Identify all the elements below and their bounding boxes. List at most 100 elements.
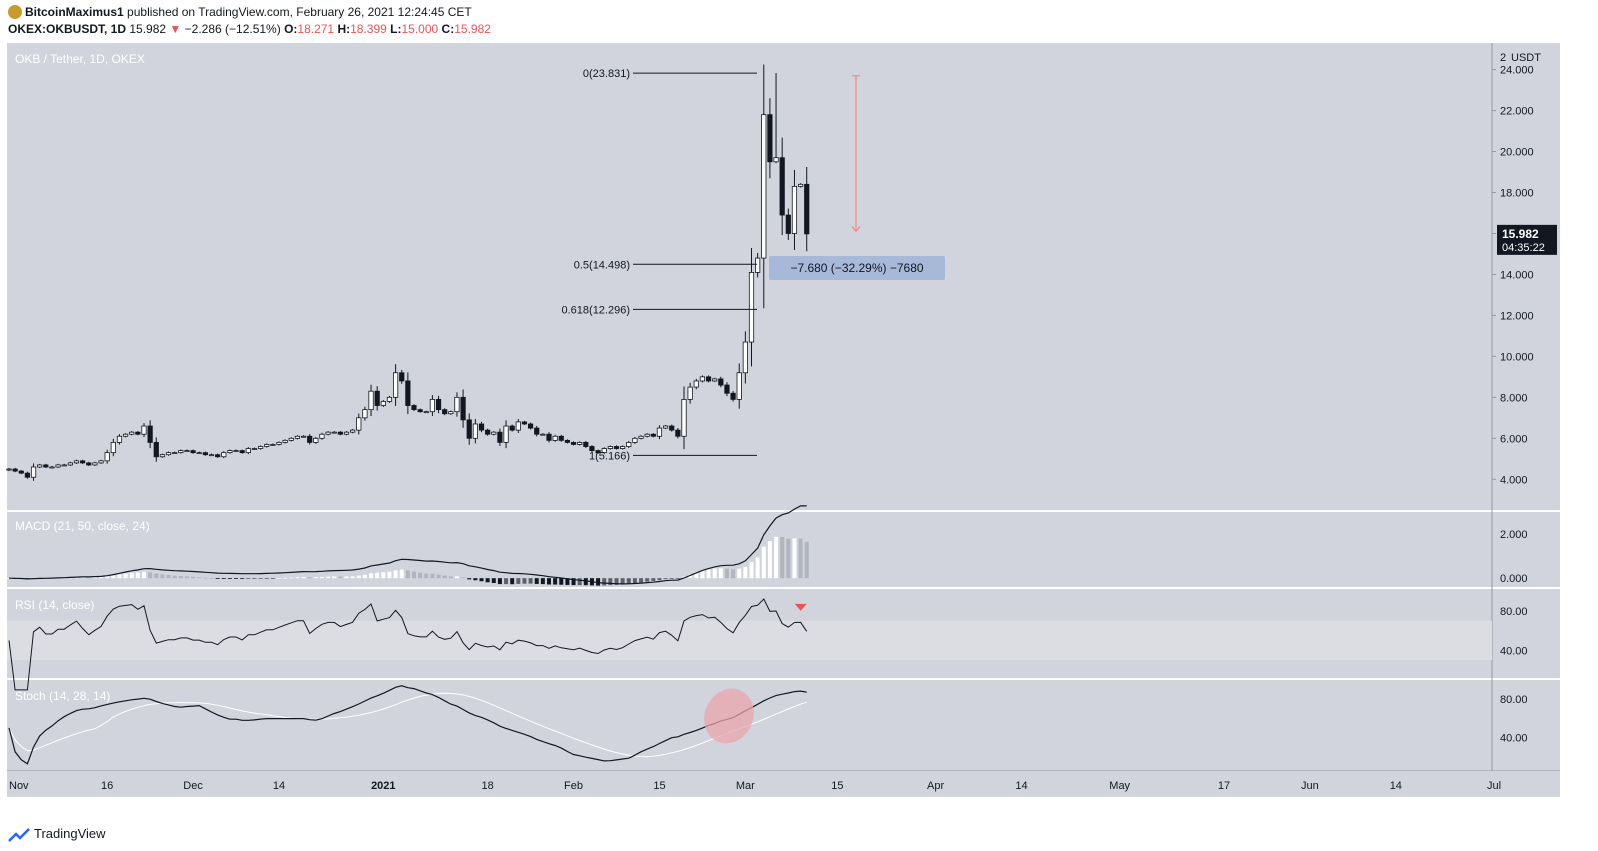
candle-body <box>448 411 454 415</box>
candle-body <box>558 435 564 441</box>
macd-histogram-bar <box>553 578 558 585</box>
symbol-bar: OKEX:OKBUSDT, 1D 15.982 ▼ −2.286 (−12.51… <box>8 22 491 36</box>
macd-histogram-bar <box>454 576 459 579</box>
macd-histogram-bar <box>197 577 202 579</box>
candle-body <box>190 450 196 454</box>
macd-histogram-bar <box>528 578 533 584</box>
candle-body <box>485 429 491 435</box>
candle-body <box>24 472 31 478</box>
candle-body <box>37 464 43 468</box>
low-value: 15.000 <box>401 22 439 36</box>
time-tick-label: 16 <box>101 780 113 792</box>
candle-body <box>515 421 521 431</box>
macd-histogram-bar <box>737 568 742 579</box>
candle-body <box>509 425 515 431</box>
macd-histogram-bar <box>583 578 588 586</box>
time-tick-label: 14 <box>273 780 285 792</box>
tradingview-brand: TradingView <box>34 826 106 841</box>
macd-histogram-bar <box>111 575 116 579</box>
last-price: 15.982 <box>129 22 167 36</box>
price-change: −2.286 (−12.51%) <box>184 22 281 36</box>
candle-body <box>208 454 215 457</box>
high-value: 18.399 <box>350 22 387 36</box>
price-tick-label: 12.000 <box>1500 310 1534 322</box>
macd-histogram-bar <box>761 546 766 579</box>
candle-body <box>466 419 472 439</box>
candle-body <box>294 435 301 439</box>
macd-histogram-bar <box>117 574 122 579</box>
candle-body <box>730 392 736 400</box>
macd-histogram-bar <box>780 537 785 579</box>
macd-histogram-bar <box>608 578 613 586</box>
macd-histogram-bar <box>129 572 134 579</box>
measure-arrow-head <box>851 226 861 233</box>
stoch-tick-label: 80.00 <box>1500 694 1528 706</box>
price-tick-label: 14.000 <box>1500 269 1534 281</box>
macd-histogram-bar <box>203 577 208 579</box>
candle-body <box>116 435 123 443</box>
candle-body <box>325 431 331 435</box>
candle-body <box>264 444 270 447</box>
candle-body <box>374 390 380 406</box>
macd-histogram-bar <box>99 576 104 579</box>
macd-histogram-bar <box>767 541 772 579</box>
candle-body <box>779 157 785 216</box>
author-avatar <box>8 5 22 19</box>
macd-histogram-bar <box>142 571 146 579</box>
candle-body <box>638 435 644 439</box>
candle-body <box>791 185 798 234</box>
candle-body <box>755 257 761 273</box>
candle-body <box>460 396 466 421</box>
candle-body <box>251 448 258 450</box>
macd-histogram-bar <box>215 578 220 579</box>
open-label: O: <box>284 22 298 36</box>
macd-histogram-bar <box>504 578 509 585</box>
time-tick-label: 17 <box>1218 780 1230 792</box>
candle-body <box>583 442 589 447</box>
candle-body <box>399 372 405 382</box>
macd-histogram-bar <box>749 561 754 579</box>
candle-body <box>153 442 159 458</box>
macd-histogram-bar <box>577 578 582 586</box>
candle-body <box>276 442 282 445</box>
macd-histogram-bar <box>657 578 662 581</box>
candle-body <box>319 433 325 439</box>
candle-body <box>405 380 411 406</box>
macd-histogram-bar <box>461 577 466 579</box>
close-label: C: <box>441 22 455 36</box>
close-value: 15.982 <box>454 22 491 36</box>
macd-histogram-bar <box>240 578 245 579</box>
macd-histogram-bar <box>92 577 97 579</box>
macd-histogram-bar <box>442 575 447 579</box>
tradingview-logo[interactable]: TradingView <box>8 826 106 842</box>
macd-histogram-bar <box>86 577 91 579</box>
macd-histogram-bar <box>172 575 177 579</box>
symbol-name[interactable]: OKEX:OKBUSDT, 1D <box>8 22 127 36</box>
macd-histogram-bar <box>264 578 269 579</box>
candle-body <box>288 437 294 441</box>
macd-histogram-bar <box>258 578 263 579</box>
macd-histogram-bar <box>332 576 337 579</box>
candle-body <box>423 411 429 414</box>
macd-histogram-bar <box>547 578 551 585</box>
candle-body <box>135 431 141 435</box>
macd-histogram-bar <box>448 576 453 579</box>
macd-histogram-bar <box>522 578 527 584</box>
candle-body <box>282 439 288 443</box>
time-tick-label: Jun <box>1301 780 1319 792</box>
macd-histogram-bar <box>669 578 674 579</box>
candle-body <box>380 401 386 406</box>
macd-histogram-bar <box>798 538 803 579</box>
candle-body <box>767 114 773 163</box>
macd-histogram-bar <box>405 570 410 579</box>
macd-histogram-bar <box>350 576 355 579</box>
macd-histogram-bar <box>362 574 367 579</box>
candle-body <box>491 431 497 435</box>
candle-body <box>239 450 245 454</box>
macd-histogram-bar <box>154 573 159 579</box>
candle-body <box>736 372 742 400</box>
macd-histogram-bar <box>369 573 374 579</box>
macd-title: MACD (21, 50, close, 24) <box>15 519 150 533</box>
author-name[interactable]: BitcoinMaximus1 <box>25 5 124 19</box>
